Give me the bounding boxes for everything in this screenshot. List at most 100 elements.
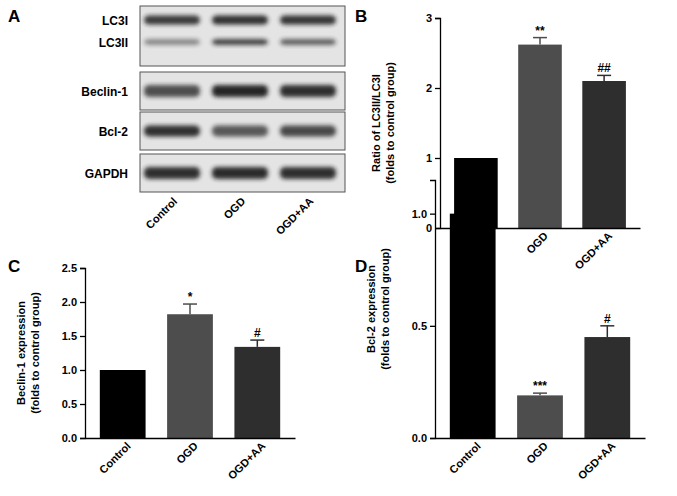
blot-frame (140, 6, 345, 66)
tick: 0.5 (412, 320, 435, 332)
row-label: Beclin-1 (81, 85, 128, 99)
tick: 2.5 (62, 262, 85, 274)
panel-label: B (355, 7, 367, 26)
chart: B**##0123ControlOGDOGD+AARatio of LC3II/… (355, 7, 641, 272)
tick: 1.0 (412, 208, 435, 220)
blot-band (280, 85, 336, 97)
bar (100, 370, 146, 438)
x-axis: Control OGD OGD+AA (436, 438, 646, 482)
tick-label: 1 (426, 152, 432, 164)
annotation: # (604, 312, 611, 326)
blot-band (212, 85, 268, 97)
tick-label: 3 (426, 12, 432, 24)
axis-line (436, 438, 646, 439)
axis-title: (folds to control group) (384, 62, 396, 184)
tick-mark (430, 326, 435, 327)
tick-label: OGD+AA (575, 440, 617, 482)
tick-mark (80, 370, 85, 371)
tick: 1 (426, 152, 440, 164)
blot-frame (140, 154, 345, 192)
plot-area (100, 304, 280, 438)
tick-mark (80, 336, 85, 337)
blot-band (212, 16, 268, 25)
bar (517, 395, 563, 438)
tick-label: 1.0 (412, 208, 427, 220)
error-stem (539, 38, 541, 45)
tick: 0.0 (412, 432, 435, 444)
annotation: ** (535, 24, 545, 38)
tick-label: OGD (524, 230, 550, 256)
y-axis: 0.0 0.5 1.0 1.5 2.0 2.5 (62, 262, 86, 444)
axis-title: Bcl-2 expression (365, 265, 377, 353)
tick-mark (430, 438, 435, 439)
row-label: GAPDH (85, 167, 128, 181)
tick: 2.0 (62, 296, 85, 308)
axis-title: (folds to control group) (379, 248, 391, 370)
bar (518, 45, 562, 228)
blot-frame (140, 112, 345, 150)
lane-label: OGD+AA (273, 195, 315, 237)
tick-label: 1.5 (62, 330, 77, 342)
blot-band (144, 167, 200, 179)
error-bar (250, 340, 264, 347)
annotation: ## (597, 61, 611, 75)
blot-band (212, 126, 268, 137)
blot-band (144, 85, 200, 97)
error-stem (607, 326, 609, 337)
x-axis: Control OGD OGD+AA (86, 438, 296, 482)
lane-label: Control (143, 195, 179, 231)
row-label: LC3II (99, 36, 128, 50)
blot-band (212, 39, 268, 45)
tick-label: Control (447, 440, 483, 476)
tick: 1.5 (62, 330, 85, 342)
tick-mark (430, 214, 435, 215)
y-axis: 0 1 2 3 (426, 12, 441, 234)
chart: D***#0.00.51.0ControlOGDOGD+AABcl-2 expr… (355, 181, 646, 482)
annotation: *** (533, 379, 547, 393)
blot-band (280, 126, 336, 137)
blot-band (212, 167, 268, 179)
annotation: * (188, 290, 193, 304)
tick: 1.0 (62, 364, 85, 376)
lane-label: OGD (221, 195, 247, 221)
error-bar (597, 75, 611, 81)
bar (584, 337, 630, 438)
tick-label: OGD (174, 440, 200, 466)
axis-title: (folds to control group) (29, 292, 41, 414)
tick: OGD+AA (225, 438, 267, 482)
tick-label: 2 (426, 82, 432, 94)
y-axis: 0.0 0.5 1.0 (412, 181, 436, 445)
tick: 0.5 (62, 398, 85, 410)
panel-label: C (8, 257, 20, 276)
axis-line (430, 181, 436, 439)
tick-mark (435, 18, 440, 19)
tick: 3 (426, 12, 440, 24)
axis-line (86, 438, 296, 439)
tick: 0.0 (62, 432, 85, 444)
tick: Control (97, 438, 133, 476)
error-stem (189, 304, 191, 314)
error-bar (533, 393, 547, 395)
tick: OGD+AA (572, 228, 614, 272)
row-label: Bcl-2 (99, 125, 129, 139)
error-bar (533, 38, 547, 45)
tick-label: OGD (524, 440, 550, 466)
tick-label: Control (97, 440, 133, 476)
tick-label: 0 (426, 222, 432, 234)
bar (234, 347, 280, 438)
blot-band (144, 39, 200, 45)
tick-label: OGD+AA (572, 230, 614, 272)
annotation: # (254, 326, 261, 340)
tick: 2 (426, 82, 440, 94)
blot-band (280, 16, 336, 25)
error-stem (257, 340, 259, 347)
bar (582, 81, 626, 228)
tick-mark (80, 404, 85, 405)
panel-label: A (8, 7, 20, 26)
plot-area (450, 214, 630, 438)
chart: C*#0.00.51.01.52.02.5ControlOGDOGD+AABec… (8, 257, 296, 482)
tick: 0 (426, 222, 440, 234)
tick: OGD (174, 438, 200, 466)
blot-band (280, 39, 336, 45)
blot-band (144, 16, 200, 25)
